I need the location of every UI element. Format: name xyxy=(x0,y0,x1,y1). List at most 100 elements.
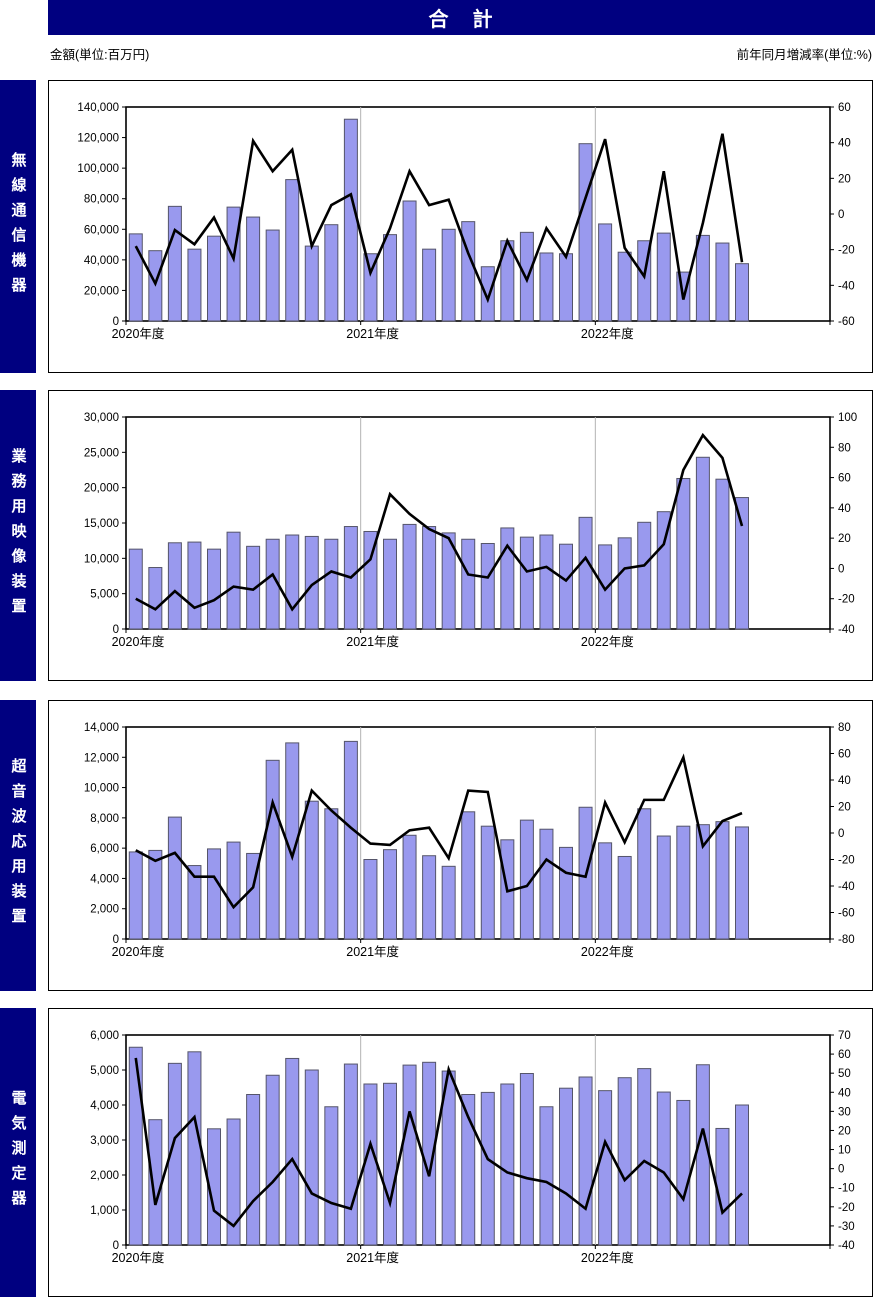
bar xyxy=(207,1128,221,1246)
right-axis-tick-label: 60 xyxy=(838,102,851,114)
left-axis-tick-label: 6,000 xyxy=(90,843,119,855)
right-axis-tick-label: 0 xyxy=(838,209,844,221)
bar xyxy=(128,851,143,940)
bar xyxy=(363,530,378,630)
left-axis-tick-label: 15,000 xyxy=(84,518,119,530)
bar xyxy=(324,1106,339,1246)
bar xyxy=(304,800,319,940)
bar xyxy=(343,118,358,322)
bar xyxy=(383,234,397,322)
bar xyxy=(167,816,182,940)
right-axis-tick-label: -40 xyxy=(838,1240,855,1252)
bar xyxy=(480,1091,495,1246)
right-axis-tick-label: -60 xyxy=(838,908,855,920)
x-axis-year-label: 2021年度 xyxy=(346,634,399,649)
x-axis-year-label: 2022年度 xyxy=(581,326,634,341)
left-axis-tick-label: 3,000 xyxy=(90,1135,119,1147)
right-axis-tick-label: 60 xyxy=(838,1049,851,1061)
bar xyxy=(265,759,280,940)
bar xyxy=(559,1087,573,1246)
x-axis-year-label: 2021年度 xyxy=(346,326,399,341)
right-axis-tick-label: 60 xyxy=(838,749,851,761)
x-axis-year-label: 2020年度 xyxy=(112,326,165,341)
trend-line xyxy=(134,133,744,304)
right-axis-tick-label: 40 xyxy=(838,775,851,787)
bar xyxy=(559,253,573,322)
page-title: 合 計 xyxy=(428,9,495,31)
bar xyxy=(304,1069,319,1246)
right-axis-tick-label: -20 xyxy=(838,1202,855,1214)
bar xyxy=(461,811,476,940)
bar xyxy=(304,535,319,630)
bar xyxy=(500,527,515,630)
x-axis-year-label: 2020年度 xyxy=(112,1250,165,1265)
bar xyxy=(461,1094,476,1246)
right-axis-tick-label: -10 xyxy=(838,1183,855,1195)
bar xyxy=(285,534,300,630)
bar xyxy=(422,248,437,322)
left-axis-tick-label: 140,000 xyxy=(77,102,119,114)
bar xyxy=(715,478,730,630)
x-axis-year-label: 2022年度 xyxy=(581,1250,634,1265)
right-axis-tick-label: 100 xyxy=(838,412,857,424)
right-axis-tick-label: 0 xyxy=(838,1164,844,1176)
bar xyxy=(324,808,339,940)
bar xyxy=(187,248,202,322)
bar xyxy=(715,242,730,322)
chart-box: 2020年度 2021年度 2022年度 0 1,000 2,000 3,000 4,000 5… xyxy=(48,1008,873,1297)
left-axis-tick-label: 0 xyxy=(113,316,119,328)
chart-canvas-measuring: 2020年度 2021年度 2022年度 0 1,000 2,000 3,000 4,000 5… xyxy=(90,1030,855,1265)
bar xyxy=(285,1057,300,1246)
bar xyxy=(578,143,593,322)
right-axis-tick-label: 20 xyxy=(838,533,851,545)
bar xyxy=(265,229,280,322)
bar xyxy=(676,1099,691,1246)
right-axis-tick-label: 0 xyxy=(838,828,844,840)
bar xyxy=(402,834,417,940)
bar xyxy=(187,1051,202,1246)
bar xyxy=(226,1118,241,1246)
bar xyxy=(422,526,437,630)
right-axis-tick-label: -60 xyxy=(838,316,855,328)
bar xyxy=(598,223,613,322)
trend-line xyxy=(135,753,743,910)
bar xyxy=(539,534,554,630)
right-axis-tick-label: 50 xyxy=(838,1068,851,1080)
bar xyxy=(441,228,456,322)
bar xyxy=(695,234,710,322)
left-axis-tick-label: 25,000 xyxy=(84,447,119,459)
left-axis-tick-label: 0 xyxy=(113,1240,119,1252)
right-axis-tick-label: -20 xyxy=(838,594,855,606)
trend-line xyxy=(135,432,744,612)
bar xyxy=(402,1064,417,1246)
bar xyxy=(226,841,241,940)
bar xyxy=(383,1082,397,1246)
left-axis-tick-label: 2,000 xyxy=(90,904,119,916)
x-axis-year-label: 2020年度 xyxy=(112,634,165,649)
bar xyxy=(500,1083,515,1246)
right-axis-tick-label: -20 xyxy=(838,245,855,257)
bar xyxy=(304,245,319,322)
right-axis-tick-label: 20 xyxy=(838,173,851,185)
chart-category-label: 超音波応用装置 xyxy=(0,700,36,991)
right-axis-tick-label: 70 xyxy=(838,1030,851,1042)
bar xyxy=(167,542,182,630)
x-axis-year-label: 2022年度 xyxy=(581,944,634,959)
bar xyxy=(187,541,202,630)
bar xyxy=(207,235,221,322)
bar xyxy=(735,497,749,630)
left-axis-tick-label: 8,000 xyxy=(90,813,119,825)
trend-line xyxy=(134,1057,743,1228)
bar xyxy=(363,859,378,940)
left-axis-tick-label: 30,000 xyxy=(84,412,119,424)
bar xyxy=(539,252,554,322)
bar xyxy=(363,253,378,322)
chart-category-label: 電気測定器 xyxy=(0,1008,36,1297)
bar xyxy=(539,828,554,940)
bar xyxy=(187,865,202,940)
right-axis-tick-label: 40 xyxy=(838,1087,851,1099)
left-axis-tick-label: 0 xyxy=(113,624,119,636)
bar xyxy=(735,263,749,322)
chart-box: 2020年度 2021年度 2022年度 0 5,000 10,000 15,000 20,0… xyxy=(48,390,873,681)
